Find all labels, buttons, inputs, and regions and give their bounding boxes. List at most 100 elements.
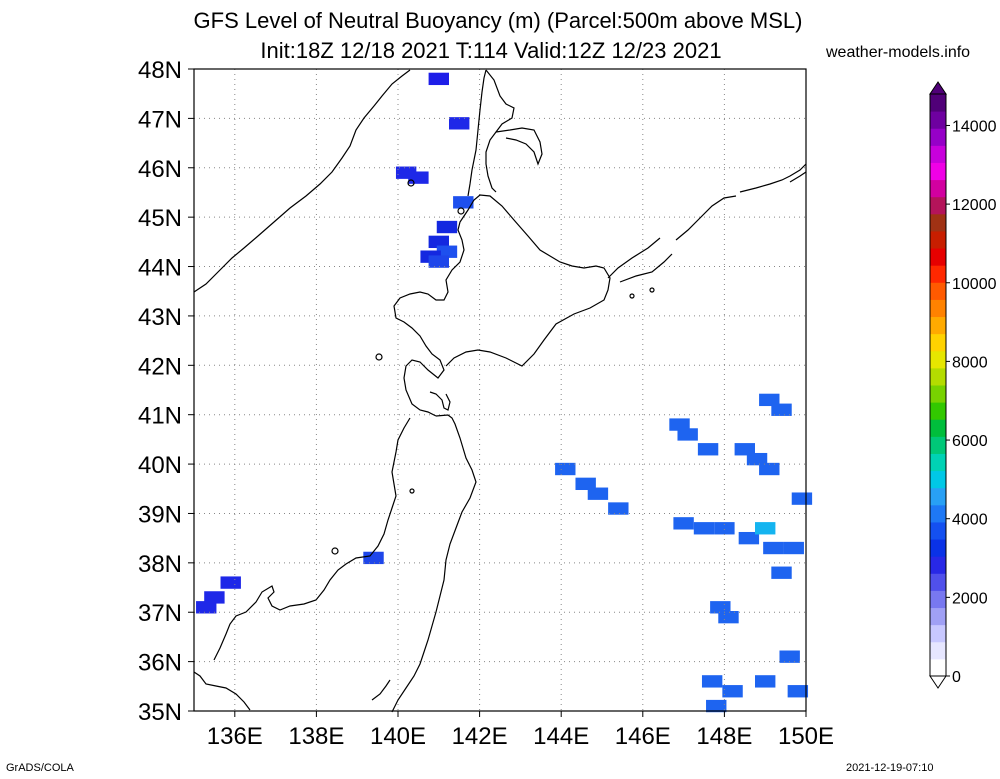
island-kuril-b (629, 293, 635, 299)
lnb-cell (706, 699, 727, 713)
lnb-cell (787, 685, 809, 698)
colorbar-swatch (930, 333, 946, 352)
lnb-cell (587, 487, 609, 500)
colorbar-swatch (930, 248, 946, 266)
lat-label: 42N (138, 353, 182, 380)
coast-mainland (193, 69, 411, 293)
lon-label: 140E (370, 723, 426, 750)
colorbar-swatch (930, 641, 946, 660)
colorbar-label: 12000 (952, 197, 997, 214)
chart-title: GFS Level of Neutral Buoyancy (m) (Parce… (193, 8, 803, 33)
lon-label: 138E (288, 723, 344, 750)
footer-timestamp: 2021-12-19-07:10 (846, 762, 934, 774)
colorbar-swatch (930, 419, 946, 437)
lnb-cell (714, 522, 735, 535)
lat-label: 35N (138, 699, 182, 726)
lnb-cell (436, 220, 458, 234)
lnb-cell (555, 462, 576, 476)
lnb-cell (669, 418, 690, 431)
island-okushiri (375, 353, 383, 361)
coast-honshu-east (391, 414, 477, 713)
island-tobishima (409, 488, 415, 494)
lnb-cell (763, 541, 784, 555)
lnb-cell (697, 443, 719, 456)
lnb-cell (608, 502, 629, 515)
lon-label: 136E (207, 723, 263, 750)
colorbar-swatch (930, 521, 946, 540)
site-credit: weather-models.info (826, 44, 971, 61)
lnb-cell (363, 551, 384, 565)
lnb-cell (759, 462, 780, 476)
coast-izu (371, 679, 391, 701)
lon-label: 146E (615, 723, 671, 750)
lnb-cell (755, 675, 776, 688)
coast-kuril-2 (619, 253, 673, 283)
lnb-cell (701, 675, 723, 688)
colorbar-label: 6000 (952, 433, 988, 450)
lon-label: 142E (452, 723, 508, 750)
lnb-cells (196, 72, 813, 713)
colorbar-top-arrow (929, 81, 947, 95)
lnb-cell (734, 443, 755, 456)
lat-label: 43N (138, 304, 182, 331)
lnb-cell (449, 117, 470, 130)
lon-label: 148E (696, 723, 752, 750)
lnb-cell (220, 576, 241, 589)
lnb-cell (791, 492, 813, 505)
colorbar-swatch (930, 111, 946, 129)
lnb-cell (428, 235, 449, 249)
coast-hokkaido (393, 194, 611, 417)
lnb-cell (428, 72, 449, 86)
colorbar-label: 0 (952, 669, 961, 686)
lnb-cell (783, 541, 804, 555)
island-rishiri (457, 207, 465, 215)
lnb-cell (453, 196, 474, 209)
grid-lines (194, 69, 806, 711)
colorbar-swatch (930, 402, 946, 420)
plot-frame (193, 68, 807, 712)
colorbar-swatch (930, 487, 946, 506)
lat-label: 48N (138, 57, 182, 84)
island-rebun (407, 179, 415, 187)
colorbar-bottom-arrow (929, 675, 947, 689)
colorbar-swatch (930, 162, 946, 181)
coast-kuril-4 (739, 163, 807, 193)
colorbar-swatch (930, 367, 946, 386)
colorbar-label: 10000 (952, 276, 997, 293)
colorbar-swatch (930, 179, 946, 198)
colorbar-swatch (930, 436, 946, 454)
colorbar-label: 2000 (952, 590, 988, 607)
island-kuril-a (649, 287, 655, 293)
colorbar-swatch (930, 504, 946, 523)
lnb-cell (673, 517, 694, 530)
colorbar-swatch (930, 470, 946, 489)
colorbar-label: 14000 (952, 118, 997, 135)
lnb-cell (428, 255, 449, 268)
lnb-cell (710, 601, 731, 614)
lat-label: 46N (138, 156, 182, 183)
colorbar-swatch (930, 556, 946, 574)
colorbar-swatch (930, 128, 946, 146)
lnb-cell (722, 685, 743, 698)
coast-oshima (429, 391, 451, 411)
lnb-cell (718, 610, 739, 624)
lnb-cell (677, 428, 698, 441)
coast-sakhalin-east (485, 69, 515, 193)
lnb-cell (779, 650, 800, 663)
axis-labels: 136E 138E 140E 142E 144E 146E 148E 150E 35N 36N 37… (138, 57, 834, 750)
lnb-cell (755, 522, 776, 535)
lnb-cell (196, 601, 217, 614)
lat-label: 40N (138, 452, 182, 479)
colorbar-swatch (930, 658, 946, 677)
colorbar-label: 8000 (952, 354, 988, 371)
colorbar-swatch (930, 282, 946, 300)
colorbar: 0 2000 4000 6000 8000 10000 12000 14000 (929, 81, 997, 689)
coast-kuril-1 (607, 237, 661, 279)
lnb-cell (204, 591, 225, 604)
colorbar-swatch (930, 607, 946, 626)
coast-sakhalin-gulf (495, 127, 543, 166)
island-sado-a (331, 547, 339, 555)
footer-credit: GrADS/COLA (6, 762, 74, 774)
coast-sw (193, 671, 251, 711)
colorbar-swatch (930, 196, 946, 215)
